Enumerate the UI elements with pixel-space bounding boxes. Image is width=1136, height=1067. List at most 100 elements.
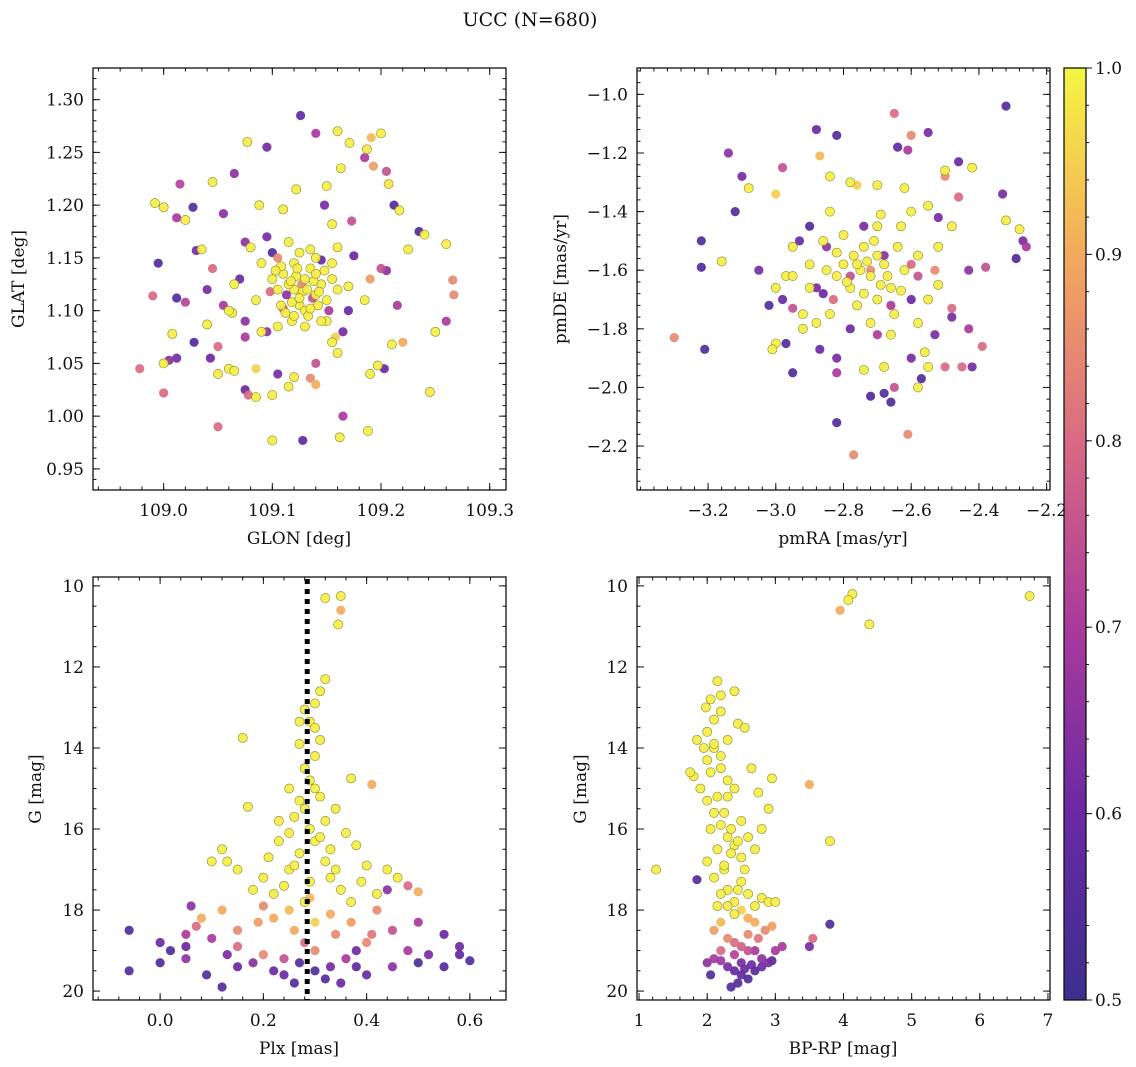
data-point: [196, 244, 207, 255]
data-point: [767, 921, 777, 931]
data-point: [419, 229, 430, 240]
data-point: [372, 888, 382, 899]
data-point: [957, 362, 967, 372]
data-point: [331, 929, 341, 939]
data-point: [248, 958, 258, 968]
data-point: [712, 901, 723, 911]
data-point: [940, 362, 950, 372]
data-point: [788, 303, 798, 313]
y-tick-label: 12: [606, 658, 628, 678]
data-point: [351, 840, 362, 851]
data-point: [893, 142, 903, 152]
data-point: [726, 848, 736, 859]
data-point: [832, 417, 842, 428]
data-point: [709, 739, 719, 749]
data-point: [1021, 242, 1031, 252]
data-point: [913, 271, 923, 281]
data-point: [343, 306, 354, 316]
data-point: [1024, 591, 1035, 601]
data-point: [835, 605, 845, 615]
data-point: [229, 279, 240, 290]
data-point: [272, 321, 283, 332]
y-tick-label: 1.20: [46, 196, 84, 216]
data-point: [750, 917, 760, 927]
data-point: [889, 382, 899, 393]
y-tick-label: 16: [62, 820, 84, 840]
data-point: [933, 212, 943, 223]
data-point: [413, 917, 423, 927]
data-point: [933, 241, 944, 252]
data-point: [423, 950, 434, 960]
data-point: [865, 318, 876, 328]
data-point: [903, 145, 913, 155]
data-point: [722, 775, 733, 786]
x-tick-label: −3.2: [687, 501, 728, 521]
data-point: [977, 341, 987, 352]
data-point: [316, 316, 327, 327]
data-point: [899, 183, 910, 194]
y-tick-label: 14: [606, 739, 628, 759]
data-point: [808, 933, 818, 944]
data-point: [899, 265, 910, 276]
data-point: [903, 429, 913, 439]
data-point: [292, 263, 303, 274]
y-tick-label: −2.2: [587, 437, 628, 457]
data-point: [709, 807, 719, 818]
colorbar-tick-label: 0.7: [1095, 618, 1122, 638]
data-point: [321, 181, 332, 192]
data-point: [879, 259, 890, 270]
data-point: [172, 293, 182, 303]
data-point: [196, 913, 207, 923]
data-point: [367, 779, 377, 790]
data-point: [283, 237, 294, 247]
data-point: [815, 344, 825, 354]
data-point: [248, 884, 258, 895]
data-point: [229, 365, 240, 376]
data-point: [294, 848, 305, 859]
data-point: [804, 779, 815, 790]
data-point: [722, 734, 733, 745]
data-point: [172, 353, 182, 363]
data-point: [315, 734, 326, 745]
data-point: [719, 860, 730, 871]
data-point: [310, 966, 320, 976]
data-point: [280, 307, 291, 318]
data-point: [831, 271, 842, 281]
data-point: [213, 422, 223, 432]
data-point: [763, 958, 774, 968]
data-point: [770, 945, 780, 956]
data-point: [387, 962, 398, 972]
data-point: [889, 108, 899, 119]
data-point: [430, 326, 441, 337]
data-point: [191, 921, 201, 931]
data-point: [276, 300, 286, 311]
x-axis-label: BP-RP [mag]: [789, 1039, 898, 1059]
y-tick-label: 1.30: [46, 91, 84, 111]
data-point: [715, 690, 726, 701]
data-point: [392, 300, 402, 310]
data-point: [320, 856, 331, 867]
y-tick-label: 1.25: [46, 143, 84, 163]
x-tick-label: 0.0: [147, 1011, 174, 1031]
data-point: [392, 872, 403, 883]
y-tick-label: 1.05: [46, 354, 84, 374]
y-tick-label: 12: [62, 658, 84, 678]
data-point: [403, 945, 413, 956]
data-point: [335, 163, 346, 174]
data-point: [383, 179, 394, 189]
data-point: [240, 332, 250, 342]
data-point: [698, 743, 709, 753]
data-point: [327, 337, 338, 348]
data-point: [262, 142, 272, 152]
data-point: [787, 241, 798, 252]
data-point: [310, 252, 321, 263]
data-point: [368, 161, 379, 171]
data-point: [360, 153, 370, 163]
y-tick-label: 10: [606, 577, 628, 597]
data-point: [737, 171, 747, 182]
data-point: [403, 244, 414, 255]
data-point: [716, 945, 726, 956]
data-point: [953, 157, 964, 167]
data-point: [310, 722, 320, 733]
